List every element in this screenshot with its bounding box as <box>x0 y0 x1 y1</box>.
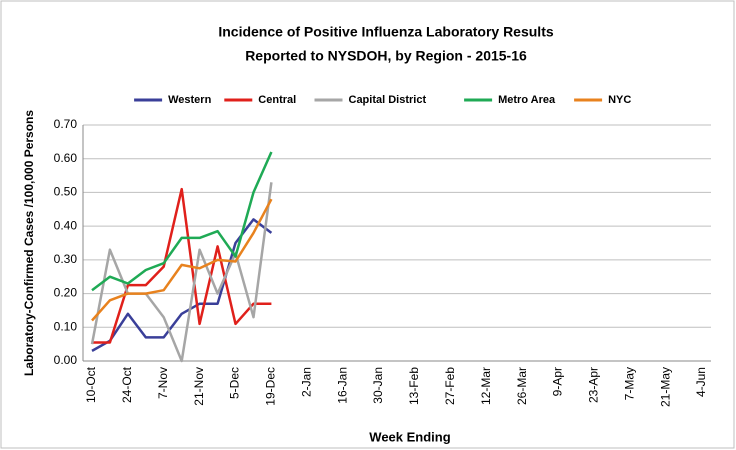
x-tick-label: 13-Feb <box>407 367 421 405</box>
y-axis-label: Laboratory-Confirmed Cases /100,000 Pers… <box>22 110 36 376</box>
x-tick-label: 7-May <box>622 367 636 400</box>
x-tick-label: 7-Nov <box>156 367 170 399</box>
x-tick-label: 19-Dec <box>264 367 278 406</box>
legend-label: Central <box>258 94 296 106</box>
chart-title-line: Reported to NYSDOH, by Region - 2015-16 <box>245 48 527 64</box>
x-tick-label: 9-Apr <box>551 367 565 396</box>
x-tick-label: 26-Mar <box>515 367 529 405</box>
x-tick-label: 27-Feb <box>443 367 457 405</box>
y-tick-label: 0.40 <box>54 218 78 232</box>
series-line <box>92 187 272 344</box>
x-tick-label: 2-Jan <box>299 367 313 397</box>
x-tick-label: 12-Mar <box>479 367 493 405</box>
x-tick-label: 30-Jan <box>371 367 385 404</box>
y-tick-label: 0.50 <box>54 185 78 199</box>
y-tick-label: 0.30 <box>54 252 78 266</box>
y-tick-label: 0.70 <box>54 117 78 131</box>
x-tick-label: 24-Oct <box>120 366 134 403</box>
x-tick-label: 21-Nov <box>192 367 206 406</box>
y-tick-label: 0.10 <box>54 319 78 333</box>
series-line <box>91 151 273 292</box>
legend-label: NYC <box>608 94 631 106</box>
chart-title-line: Incidence of Positive Influenza Laborato… <box>218 24 554 40</box>
y-tick-label: 0.20 <box>54 286 78 300</box>
legend-label: Metro Area <box>498 94 556 106</box>
legend-label: Western <box>168 94 211 106</box>
x-tick-label: 21-May <box>658 367 672 407</box>
series-line <box>91 198 273 322</box>
x-tick-label: 16-Jan <box>335 367 349 404</box>
y-tick-label: 0.00 <box>54 353 78 367</box>
x-tick-label: 10-Oct <box>84 366 98 403</box>
x-tick-label: 4-Jun <box>694 367 708 397</box>
x-tick-label: 23-Apr <box>587 367 601 403</box>
legend-label: Capital District <box>349 94 427 106</box>
y-tick-label: 0.60 <box>54 151 78 165</box>
x-axis-label: Week Ending <box>369 429 450 444</box>
series-line <box>90 182 273 363</box>
x-tick-label: 5-Dec <box>228 367 242 399</box>
